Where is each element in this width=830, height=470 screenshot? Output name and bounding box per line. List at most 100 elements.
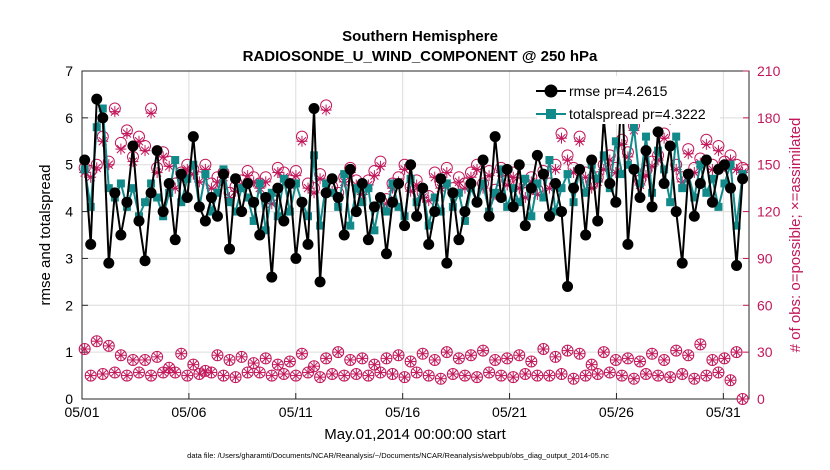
totalspread-point [533,179,542,188]
totalspread-point [249,216,258,225]
rmse-point [290,252,302,264]
rmse-point [664,140,676,152]
rmse-point [531,149,543,161]
rmse-point [435,173,447,185]
y-tick-label: 6 [65,110,73,126]
rmse-point [393,177,405,189]
totalspread-point [153,193,162,202]
y2-tick-label: 60 [757,297,773,313]
rmse-point [350,206,362,218]
y-tick-label: 1 [65,344,73,360]
totalspread-point [720,179,729,188]
totalspread-point [527,212,536,221]
totalspread-point [346,221,355,230]
rmse-point [296,196,308,208]
rmse-point [447,187,459,199]
rmse-point [622,238,634,250]
totalspread-point [213,188,222,197]
totalspread-point [521,174,530,183]
rmse-point [97,112,109,124]
totalspread-point [430,193,439,202]
totalspread-point [654,146,663,155]
totalspread-point [702,188,711,197]
totalspread-point [394,202,403,211]
legend: rmse pr=4.2615 totalspread pr=4.3222 [536,76,720,124]
totalspread-point [515,198,524,207]
legend-rmse-label: rmse pr=4.2615 [569,83,668,99]
y-tick-label: 7 [65,63,73,79]
totalspread-point [672,132,681,141]
data-layer [78,79,749,405]
totalspread-point [243,193,252,202]
totalspread-point [617,170,626,179]
rmse-point [320,187,332,199]
rmse-point [537,168,549,180]
rmse-point [652,126,664,138]
totalspread-point [370,226,379,235]
totalspread-point [708,174,717,183]
rmse-point [405,159,417,171]
rmse-point [332,192,344,204]
totalspread-point [237,184,246,193]
rmse-point [568,182,580,194]
rmse-point [242,177,254,189]
y-tick-label: 4 [65,204,73,220]
rmse-point [308,102,320,114]
totalspread-point [225,198,234,207]
totalspread-point [128,184,137,193]
rmse-point [193,201,205,213]
rmse-point [314,276,326,288]
rmse-point [658,177,670,189]
totalspread-point [141,198,150,207]
y2-tick-label: 0 [757,391,765,407]
rmse-point [151,145,163,157]
rmse-point [453,234,465,246]
totalspread-point [98,104,107,113]
rmse-point [586,154,598,166]
totalspread-point [714,202,723,211]
totalspread-point [104,184,113,193]
totalspread-point [207,207,216,216]
rmse-point [121,196,133,208]
totalspread-point [189,160,198,169]
rmse-point [543,210,555,222]
x-axis-label: May.01,2014 00:00:00 start [324,426,506,443]
rmse-point [145,187,157,199]
rmse-point [103,257,115,269]
rmse-point [688,210,700,222]
rmse-point [368,201,380,213]
rmse-point [205,192,217,204]
totalspread-point [231,207,240,216]
totalspread-point [497,165,506,174]
totalspread-point [442,179,451,188]
rmse-point [380,248,392,260]
rmse-point [230,173,242,185]
y-tick-label: 5 [65,157,73,173]
rmse-point [187,131,199,143]
chart-title: Southern Hemisphere [342,28,498,45]
totalspread-point [563,170,572,179]
legend-box [537,76,720,124]
rmse-point [429,206,441,218]
rmse-point [549,177,561,189]
rmse-point [127,140,139,152]
rmse-point [670,206,682,218]
totalspread-point [732,221,741,230]
totalspread-point [364,184,373,193]
rmse-point [109,187,121,199]
rmse-point [278,215,290,227]
y2-tick-label: 120 [757,204,781,220]
rmse-point [91,93,103,105]
totalspread-point [696,160,705,169]
rmse-point [513,159,525,171]
totalspread-point [382,207,391,216]
totalspread-point [334,202,343,211]
totalspread-point [448,202,457,211]
rmse-point [217,168,229,180]
totalspread-point [557,184,566,193]
totalspread-point [255,179,264,188]
totalspread-point [147,179,156,188]
totalspread-point [267,188,276,197]
y2-tick-label: 180 [757,110,781,126]
rmse-point [562,281,574,293]
